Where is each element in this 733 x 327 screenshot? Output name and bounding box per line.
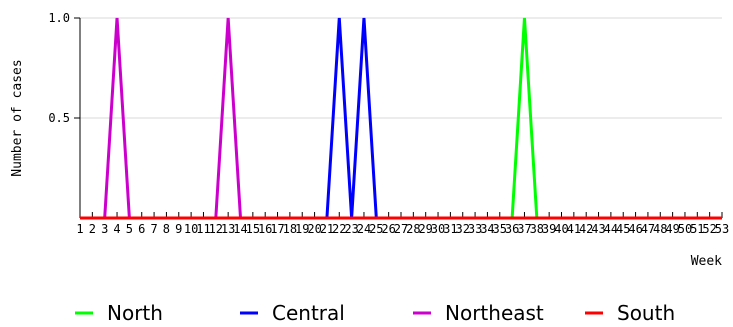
legend-label-northeast: Northeast — [445, 301, 544, 325]
x-tick-label: 44 — [604, 222, 618, 236]
x-tick-label: 21 — [320, 222, 334, 236]
x-tick-label: 22 — [332, 222, 346, 236]
x-tick-label: 36 — [505, 222, 519, 236]
x-tick-label: 5 — [126, 222, 133, 236]
x-tick-labels: 1 2 3 4 5 6 7 8 9 1011121314151617181920212223242… — [76, 212, 729, 236]
x-tick-label: 13 — [221, 222, 235, 236]
x-tick-label: 24 — [357, 222, 371, 236]
x-tick-label: 39 — [542, 222, 556, 236]
x-tick-label: 29 — [418, 222, 432, 236]
x-tick-label: 53 — [715, 222, 729, 236]
x-tick-label: 32 — [456, 222, 470, 236]
x-tick-label: 11 — [196, 222, 210, 236]
x-tick-label: 28 — [406, 222, 420, 236]
x-tick-label: 50 — [678, 222, 692, 236]
x-tick-label: 31 — [443, 222, 457, 236]
y-tick-label: 0.5 — [48, 111, 70, 125]
x-tick-label: 4 — [113, 222, 120, 236]
x-tick-label: 51 — [690, 222, 704, 236]
x-tick-label: 35 — [493, 222, 507, 236]
legend-label-south: South — [617, 301, 675, 325]
series-lines — [80, 17, 722, 220]
x-tick-label: 33 — [468, 222, 482, 236]
x-tick-label: 12 — [209, 222, 223, 236]
x-tick-label: 46 — [628, 222, 642, 236]
x-tick-label: 20 — [307, 222, 321, 236]
x-tick-label: 27 — [394, 222, 408, 236]
x-tick-label: 38 — [530, 222, 544, 236]
legend-label-central: Central — [272, 301, 345, 325]
x-tick-label: 1 — [76, 222, 83, 236]
x-tick-label: 7 — [150, 222, 157, 236]
x-tick-label: 43 — [591, 222, 605, 236]
x-tick-label: 26 — [381, 222, 395, 236]
x-tick-label: 8 — [163, 222, 170, 236]
x-tick-label: 47 — [641, 222, 655, 236]
y-tick-labels: 1.0 0.5 — [48, 11, 80, 125]
x-tick-label: 10 — [184, 222, 198, 236]
y-axis-label: Number of cases — [10, 59, 25, 176]
x-tick-label: 34 — [480, 222, 494, 236]
x-tick-label: 25 — [369, 222, 383, 236]
legend: North Central Northeast South — [75, 301, 675, 325]
x-tick-label: 15 — [246, 222, 260, 236]
x-tick-label: 42 — [579, 222, 593, 236]
x-tick-label: 3 — [101, 222, 108, 236]
x-tick-label: 45 — [616, 222, 630, 236]
x-tick-label: 17 — [270, 222, 284, 236]
x-tick-label: 37 — [517, 222, 531, 236]
y-tick-label: 1.0 — [48, 11, 70, 25]
x-tick-label: 49 — [665, 222, 679, 236]
legend-label-north: North — [107, 301, 163, 325]
grid-lines — [80, 17, 722, 119]
x-tick-label: 23 — [344, 222, 358, 236]
x-tick-label: 40 — [554, 222, 568, 236]
x-tick-label: 16 — [258, 222, 272, 236]
x-tick-label: 6 — [138, 222, 145, 236]
x-tick-label: 9 — [175, 222, 182, 236]
x-tick-label: 30 — [431, 222, 445, 236]
x-tick-label: 19 — [295, 222, 309, 236]
x-tick-label: 41 — [567, 222, 581, 236]
x-tick-label: 48 — [653, 222, 667, 236]
x-tick-label: 2 — [89, 222, 96, 236]
x-tick-label: 14 — [233, 222, 247, 236]
x-axis-label: Week — [691, 254, 722, 269]
x-tick-label: 18 — [283, 222, 297, 236]
x-tick-label: 52 — [702, 222, 716, 236]
